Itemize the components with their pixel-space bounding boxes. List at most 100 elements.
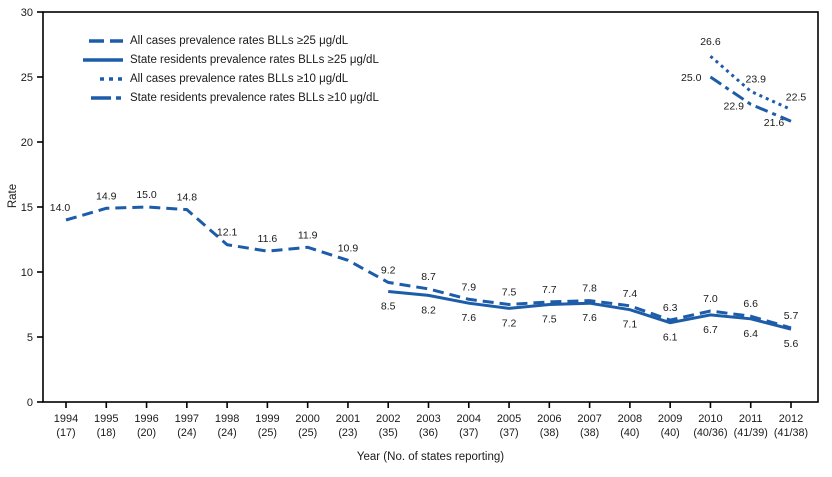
data-label: 9.2 xyxy=(381,264,396,276)
series-line-dashdot xyxy=(709,75,792,123)
data-label: 7.1 xyxy=(623,319,638,331)
y-tick-label: 25 xyxy=(21,72,33,84)
legend: All cases prevalence rates BLLs ≥25 μg/d… xyxy=(77,33,379,105)
x-tick-states: (38) xyxy=(580,427,599,439)
legend-label: All cases prevalence rates BLLs ≥25 μg/d… xyxy=(130,34,349,47)
data-label: 8.5 xyxy=(381,301,396,313)
x-tick-year: 2000 xyxy=(295,413,319,425)
x-tick-year: 1994 xyxy=(54,413,78,425)
legend-item: All cases prevalence rates BLLs ≥10 μg/d… xyxy=(77,71,379,86)
legend-line-sample-solid xyxy=(83,57,123,62)
x-tick-states: (25) xyxy=(258,427,277,439)
data-label: 7.7 xyxy=(542,284,557,296)
x-tick-year: 2010 xyxy=(698,413,722,425)
x-tick-year: 2009 xyxy=(658,413,682,425)
series-line-solid xyxy=(388,290,792,331)
x-tick-year: 2001 xyxy=(336,413,360,425)
data-label: 7.6 xyxy=(461,312,476,324)
x-tick-year: 2008 xyxy=(618,413,642,425)
x-tick-year: 1997 xyxy=(175,413,199,425)
x-tick-states: (17) xyxy=(56,427,75,439)
x-tick-year: 2011 xyxy=(739,413,763,425)
data-label: 6.1 xyxy=(663,332,678,344)
data-label: 22.5 xyxy=(786,92,807,104)
data-label: 26.6 xyxy=(700,36,721,48)
x-tick-states: (24) xyxy=(218,427,237,439)
x-tick-year: 1996 xyxy=(134,413,158,425)
x-axis-title: Year (No. of states reporting) xyxy=(356,451,505,463)
x-tick-year: 1999 xyxy=(255,413,279,425)
y-tick-label: 30 xyxy=(21,7,33,19)
x-tick-states: (38) xyxy=(540,427,559,439)
data-label: 10.9 xyxy=(338,242,359,254)
x-tick-states: (24) xyxy=(177,427,196,439)
legend-line-sample-dashdot xyxy=(91,95,123,100)
x-tick-year: 2005 xyxy=(497,413,521,425)
data-label: 7.0 xyxy=(703,293,718,305)
x-tick-states: (41/38) xyxy=(774,427,808,439)
data-label: 6.4 xyxy=(743,328,758,340)
legend-line-sample-dotted xyxy=(100,76,123,81)
data-label: 6.6 xyxy=(743,298,758,310)
y-tick-label: 10 xyxy=(21,267,33,279)
data-label: 22.9 xyxy=(724,100,745,112)
y-tick-label: 5 xyxy=(27,332,33,344)
x-tick-year: 1998 xyxy=(215,413,239,425)
x-tick-states: (18) xyxy=(97,427,116,439)
data-label: 25.0 xyxy=(681,72,702,84)
x-tick-year: 2002 xyxy=(376,413,400,425)
x-tick-states: (40/36) xyxy=(693,427,727,439)
data-label: 15.0 xyxy=(136,189,157,201)
data-label: 12.1 xyxy=(217,227,238,239)
data-label: 6.7 xyxy=(703,324,718,336)
data-label: 11.6 xyxy=(258,233,278,245)
y-tick-label: 0 xyxy=(27,397,33,409)
x-tick-states: (35) xyxy=(379,427,398,439)
legend-item: State residents prevalence rates BLLs ≥2… xyxy=(77,52,379,67)
data-label: 14.8 xyxy=(177,192,198,204)
x-tick-states: (36) xyxy=(419,427,438,439)
data-label: 8.2 xyxy=(421,304,436,316)
x-tick-year: 2007 xyxy=(577,413,601,425)
x-tick-states: (37) xyxy=(459,427,478,439)
x-tick-year: 2006 xyxy=(537,413,561,425)
y-axis-title: Rate xyxy=(7,183,19,209)
x-tick-year: 2004 xyxy=(457,413,481,425)
data-label: 11.9 xyxy=(298,229,318,241)
legend-line-sample-dashed xyxy=(89,38,123,43)
legend-item: State residents prevalence rates BLLs ≥1… xyxy=(77,90,379,105)
x-tick-year: 2012 xyxy=(779,413,803,425)
data-label: 7.5 xyxy=(502,287,517,299)
legend-item: All cases prevalence rates BLLs ≥25 μg/d… xyxy=(77,33,379,48)
data-label: 7.4 xyxy=(623,288,638,300)
data-label: 7.5 xyxy=(542,314,557,326)
data-label: 5.7 xyxy=(784,310,799,322)
legend-label: State residents prevalence rates BLLs ≥2… xyxy=(130,53,379,66)
series-line-dashed xyxy=(65,205,792,330)
data-label: 8.7 xyxy=(421,271,436,283)
x-tick-states: (25) xyxy=(298,427,317,439)
data-label: 7.6 xyxy=(582,312,597,324)
data-label: 6.3 xyxy=(663,302,678,314)
y-tick-label: 20 xyxy=(21,137,33,149)
data-label: 21.6 xyxy=(764,117,785,129)
data-label: 23.9 xyxy=(746,73,767,85)
y-tick-label: 15 xyxy=(21,202,33,214)
x-tick-year: 2003 xyxy=(416,413,440,425)
x-tick-states: (40) xyxy=(661,427,680,439)
data-label: 14.0 xyxy=(50,202,71,214)
legend-label: State residents prevalence rates BLLs ≥1… xyxy=(130,91,379,104)
x-tick-states: (20) xyxy=(137,427,156,439)
legend-label: All cases prevalence rates BLLs ≥10 μg/d… xyxy=(130,72,349,85)
data-label: 7.8 xyxy=(582,283,597,295)
data-label: 7.9 xyxy=(461,281,476,293)
data-label: 7.2 xyxy=(502,317,517,329)
data-label: 5.6 xyxy=(784,338,799,350)
x-tick-states: (41/39) xyxy=(734,427,768,439)
x-tick-year: 1995 xyxy=(94,413,118,425)
x-tick-states: (37) xyxy=(499,427,518,439)
x-tick-states: (23) xyxy=(338,427,357,439)
data-label: 14.9 xyxy=(96,190,117,202)
